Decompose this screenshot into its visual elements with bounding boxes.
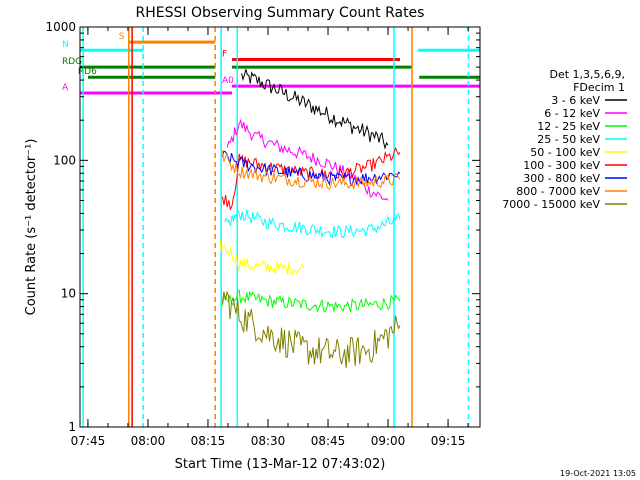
legend-entry-label: 50 - 100 keV [530, 146, 600, 159]
chart-title: RHESSI Observing Summary Count Rates [136, 5, 425, 21]
legend-entry-label: 800 - 7000 keV [516, 185, 600, 198]
series-line [219, 239, 305, 276]
legend-entry-label: 7000 - 15000 keV [502, 198, 600, 211]
y-tick-label: 1 [68, 420, 76, 434]
legend-entry-label: 300 - 800 keV [523, 172, 600, 185]
x-tick-label: 08:00 [131, 434, 166, 448]
flag-label-n: N [62, 40, 69, 50]
flag-label-s: S [119, 32, 125, 42]
flag-label-rdg: RDG [62, 57, 82, 67]
legend-header: Det 1,3,5,6,9, [549, 68, 625, 81]
legend-subheader: FDecim 1 [573, 81, 625, 94]
legend-entry-label: 100 - 300 keV [523, 159, 600, 172]
series-line [221, 150, 401, 186]
flag-label-rd6: RD6 [78, 67, 97, 77]
x-tick-label: 08:30 [251, 434, 286, 448]
footer-timestamp: 19-Oct-2021 13:05 [560, 469, 636, 478]
x-tick-label: 08:45 [311, 434, 346, 448]
legend-entry-label: 25 - 50 keV [537, 133, 600, 146]
x-tick-label: 08:15 [191, 434, 226, 448]
y-tick-label: 1000 [45, 20, 76, 34]
legend-entry-label: 3 - 6 keV [551, 94, 600, 107]
series-line [241, 69, 389, 150]
legend-entry-label: 12 - 25 keV [537, 120, 600, 133]
y-tick-label: 10 [61, 287, 76, 301]
y-axis-label: Count Rate (s⁻¹ detector⁻¹) [24, 139, 39, 316]
x-axis-label: Start Time (13-Mar-12 07:43:02) [175, 457, 386, 472]
flag-label-f: F [222, 50, 227, 60]
series-line [221, 289, 401, 313]
series-line [224, 207, 401, 239]
x-tick-label: 09:15 [431, 434, 466, 448]
flag-label-a: A [62, 83, 69, 93]
y-tick-label: 100 [53, 153, 76, 167]
series-line [221, 290, 401, 369]
flag-label-a0: A0 [222, 76, 234, 86]
x-tick-label: 09:00 [371, 434, 406, 448]
series-line [221, 150, 401, 190]
plot-frame [79, 26, 481, 428]
legend-entry-label: 6 - 12 keV [544, 107, 600, 120]
x-tick-label: 07:45 [71, 434, 106, 448]
